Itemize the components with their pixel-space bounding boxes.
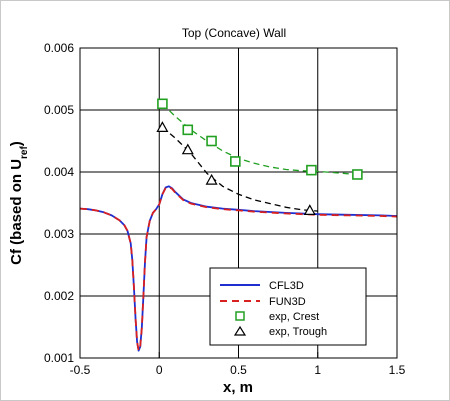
marker-exp-crest [206, 135, 217, 147]
marker-exp-crest [352, 169, 363, 180]
x-tick-label: -0.5 [70, 363, 91, 377]
legend-swatch-crest [235, 311, 245, 321]
y-axis-label-close: ) [8, 141, 25, 146]
marker-exp-crest [306, 164, 317, 176]
y-axis-label: Cf (based on Uref) [8, 141, 30, 265]
marker-exp-crest [230, 156, 241, 167]
legend-swatch-trough [233, 325, 247, 336]
x-tick-label: 0.5 [230, 363, 247, 377]
marker-exp-crest [182, 124, 194, 136]
legend-label-cfl3d: CFL3D [269, 280, 304, 292]
chart-title: Top (Concave) Wall [182, 26, 286, 40]
y-tick-label: 0.002 [44, 289, 74, 303]
y-axis-label-main: Cf (based on U [8, 159, 25, 265]
plot-frame [79, 47, 398, 359]
x-tick-label: 1.5 [389, 363, 406, 377]
fit-curve-exp-crest [161, 103, 358, 176]
ticks-layer: -0.5 0 0.5 1 1.5 0.001 0.002 0.003 0.004 0.005 0.0… [44, 41, 406, 377]
marker-exp-trough [205, 173, 218, 185]
legend-label-trough: exp, Trough [269, 326, 327, 338]
x-tick-label: 1 [314, 363, 321, 377]
x-tick-label: 0 [156, 363, 163, 377]
marker-exp-trough [156, 121, 169, 132]
legend-box [209, 267, 367, 346]
y-axis-label-sub: ref [19, 146, 30, 159]
marker-exp-trough [181, 143, 194, 155]
marker-exp-crest [157, 98, 168, 110]
y-tick-label: 0.005 [44, 103, 74, 117]
y-tick-label: 0.004 [44, 165, 74, 179]
legend-label-crest: exp, Crest [269, 311, 319, 323]
marker-exp-trough [303, 204, 316, 215]
x-axis-label: x, m [223, 379, 253, 396]
y-tick-label: 0.006 [44, 41, 74, 55]
series-line-fun3d [79, 185, 398, 352]
legend-label-fun3d: FUN3D [269, 296, 306, 308]
markers-layer [156, 98, 363, 215]
y-tick-label: 0.003 [44, 227, 74, 241]
legend: CFL3D FUN3D exp, Crest exp, Trough [209, 267, 367, 346]
y-tick-label: 0.001 [44, 351, 74, 365]
